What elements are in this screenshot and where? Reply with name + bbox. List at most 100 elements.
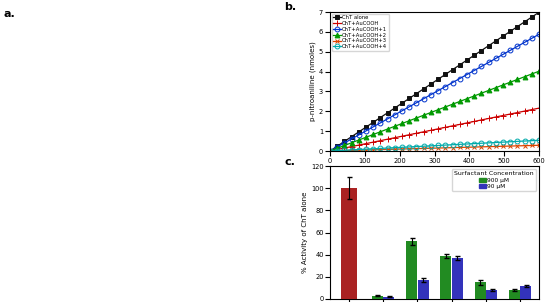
ChT+AuCOOH+2 xyxy=(456,100,463,103)
ChT+AuCOOH+1 xyxy=(514,45,521,48)
ChT alone xyxy=(413,92,420,95)
Text: c.: c. xyxy=(284,157,295,167)
Bar xyxy=(406,241,417,299)
ChT+AuCOOH+3 xyxy=(355,148,362,152)
ChT+AuCOOH xyxy=(442,126,449,129)
ChT+AuCOOH+4 xyxy=(334,149,340,153)
ChT alone xyxy=(435,77,442,81)
ChT+AuCOOH+1 xyxy=(334,145,340,149)
Bar xyxy=(383,297,394,299)
ChT+AuCOOH xyxy=(456,123,463,126)
Text: a.: a. xyxy=(3,9,15,19)
ChT+AuCOOH+2 xyxy=(427,111,434,114)
ChT+AuCOOH+3 xyxy=(514,144,521,148)
Legend: 900 μM, 90 μM: 900 μM, 90 μM xyxy=(452,169,536,191)
ChT+AuCOOH+1 xyxy=(507,49,514,52)
ChT alone xyxy=(370,120,377,124)
ChT+AuCOOH+1 xyxy=(492,57,499,60)
ChT alone xyxy=(464,58,470,62)
ChT alone xyxy=(442,73,449,76)
ChT alone xyxy=(471,53,477,57)
ChT+AuCOOH+4 xyxy=(341,149,348,152)
ChT+AuCOOH+1 xyxy=(406,105,412,108)
ChT alone xyxy=(420,87,427,91)
ChT+AuCOOH+2 xyxy=(406,119,412,123)
ChT alone xyxy=(485,44,492,48)
ChT+AuCOOH+4 xyxy=(449,143,456,146)
ChT+AuCOOH+3 xyxy=(529,144,535,147)
ChT+AuCOOH xyxy=(341,146,348,150)
ChT+AuCOOH+3 xyxy=(449,146,456,149)
Legend: ChT alone, ChT+AuCOOH, ChT+AuCOOH+1, ChT+AuCOOH+2, ChT+AuCOOH+3, ChT+AuCOOH+4: ChT alone, ChT+AuCOOH, ChT+AuCOOH+1, ChT… xyxy=(332,14,389,51)
ChT+AuCOOH+2 xyxy=(370,133,377,136)
ChT+AuCOOH+3 xyxy=(399,147,405,151)
ChT+AuCOOH+4 xyxy=(478,141,485,145)
ChT alone xyxy=(492,39,499,43)
ChT+AuCOOH xyxy=(521,109,528,113)
ChT+AuCOOH+4 xyxy=(536,139,542,142)
ChT+AuCOOH xyxy=(334,148,340,151)
ChT+AuCOOH xyxy=(478,118,485,122)
Line: ChT+AuCOOH+2: ChT+AuCOOH+2 xyxy=(328,69,541,153)
ChT alone xyxy=(536,11,542,14)
ChT+AuCOOH xyxy=(435,127,442,131)
ChT+AuCOOH+2 xyxy=(478,92,485,95)
ChT+AuCOOH+3 xyxy=(377,148,384,151)
ChT+AuCOOH+3 xyxy=(327,149,333,153)
ChT alone xyxy=(514,25,521,28)
Bar xyxy=(475,282,486,299)
ChT alone xyxy=(348,135,355,138)
ChT+AuCOOH xyxy=(536,106,542,110)
ChT+AuCOOH xyxy=(413,131,420,135)
Bar xyxy=(452,258,463,299)
ChT+AuCOOH+2 xyxy=(341,144,348,147)
ChT+AuCOOH+1 xyxy=(348,137,355,141)
ChT+AuCOOH+4 xyxy=(492,141,499,144)
ChT alone xyxy=(392,106,398,110)
ChT+AuCOOH xyxy=(392,136,398,140)
ChT+AuCOOH+2 xyxy=(507,80,514,84)
ChT alone xyxy=(427,82,434,86)
ChT+AuCOOH+4 xyxy=(442,143,449,147)
ChT+AuCOOH xyxy=(514,111,521,114)
ChT+AuCOOH+1 xyxy=(435,89,442,92)
ChT alone xyxy=(449,68,456,72)
ChT alone xyxy=(499,34,506,38)
ChT alone xyxy=(327,149,333,153)
ChT+AuCOOH+3 xyxy=(536,143,542,147)
ChT+AuCOOH+2 xyxy=(363,135,370,139)
ChT alone xyxy=(377,116,384,119)
ChT+AuCOOH+2 xyxy=(355,138,362,142)
ChT+AuCOOH xyxy=(499,114,506,117)
ChT+AuCOOH+4 xyxy=(435,144,442,147)
ChT+AuCOOH+2 xyxy=(435,108,442,111)
ChT+AuCOOH+4 xyxy=(413,145,420,148)
ChT+AuCOOH+1 xyxy=(370,125,377,129)
ChT+AuCOOH+1 xyxy=(529,37,535,40)
ChT alone xyxy=(478,49,485,52)
ChT+AuCOOH+1 xyxy=(384,117,391,120)
ChT+AuCOOH+2 xyxy=(420,114,427,117)
Bar xyxy=(509,290,520,299)
ChT+AuCOOH xyxy=(420,130,427,133)
ChT+AuCOOH+2 xyxy=(485,89,492,92)
ChT+AuCOOH xyxy=(464,121,470,125)
ChT+AuCOOH+1 xyxy=(392,113,398,117)
ChT+AuCOOH+4 xyxy=(384,146,391,150)
ChT+AuCOOH+1 xyxy=(536,33,542,36)
ChT+AuCOOH+2 xyxy=(529,72,535,76)
Line: ChT+AuCOOH+3: ChT+AuCOOH+3 xyxy=(328,143,541,153)
ChT+AuCOOH xyxy=(427,128,434,132)
ChT+AuCOOH+2 xyxy=(348,141,355,145)
ChT+AuCOOH+3 xyxy=(341,149,348,153)
ChT alone xyxy=(406,97,412,100)
ChT+AuCOOH+1 xyxy=(377,121,384,125)
ChT+AuCOOH+3 xyxy=(478,145,485,149)
ChT alone xyxy=(456,63,463,67)
ChT+AuCOOH+1 xyxy=(363,129,370,133)
ChT+AuCOOH+2 xyxy=(521,75,528,79)
ChT+AuCOOH+4 xyxy=(392,146,398,149)
ChT+AuCOOH+1 xyxy=(420,97,427,101)
ChT+AuCOOH+3 xyxy=(420,147,427,150)
ChT+AuCOOH+4 xyxy=(514,140,521,143)
